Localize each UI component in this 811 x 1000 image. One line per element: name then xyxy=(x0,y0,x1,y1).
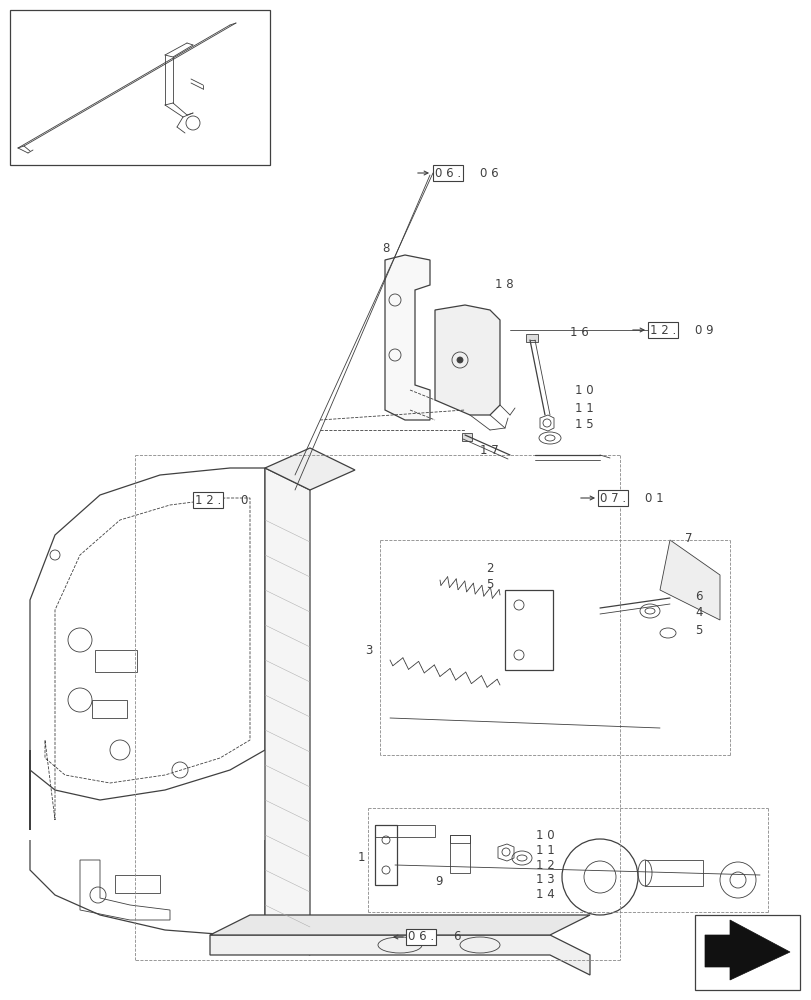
Text: 1 2 .: 1 2 . xyxy=(195,493,221,506)
Text: 1 1: 1 1 xyxy=(535,844,554,857)
Polygon shape xyxy=(384,255,430,420)
Bar xyxy=(375,825,435,837)
Bar xyxy=(449,835,470,873)
Bar xyxy=(644,860,702,886)
Text: 1 3: 1 3 xyxy=(535,874,554,886)
Text: 1 4: 1 4 xyxy=(535,888,554,901)
Bar xyxy=(694,915,799,990)
Text: 1 1: 1 1 xyxy=(574,401,593,414)
Text: 3: 3 xyxy=(365,644,372,656)
Text: 1 6: 1 6 xyxy=(569,326,588,340)
Text: 0 6 .: 0 6 . xyxy=(407,930,434,943)
Bar xyxy=(92,700,127,718)
Bar xyxy=(115,875,160,893)
Text: 1 5: 1 5 xyxy=(574,418,593,432)
Polygon shape xyxy=(704,920,789,980)
Bar xyxy=(375,825,397,885)
Polygon shape xyxy=(264,448,354,490)
Text: 8: 8 xyxy=(381,241,389,254)
Text: 7: 7 xyxy=(684,532,692,544)
Text: 1 7: 1 7 xyxy=(479,444,498,456)
Text: 4: 4 xyxy=(694,606,702,619)
Circle shape xyxy=(457,357,462,363)
Bar xyxy=(10,10,270,165)
Text: 0 6: 0 6 xyxy=(479,167,498,180)
Text: 0 1: 0 1 xyxy=(644,491,663,504)
Bar xyxy=(95,650,137,672)
Text: 5: 5 xyxy=(694,624,702,637)
Text: 9: 9 xyxy=(435,876,442,888)
Polygon shape xyxy=(435,305,500,415)
Text: 0 6 .: 0 6 . xyxy=(435,167,461,180)
Text: 1: 1 xyxy=(358,851,365,864)
Bar xyxy=(526,334,538,342)
Polygon shape xyxy=(210,915,590,935)
Polygon shape xyxy=(264,468,310,955)
Text: 1 0: 1 0 xyxy=(535,829,554,842)
Text: 1 2: 1 2 xyxy=(535,859,554,872)
Polygon shape xyxy=(210,935,590,975)
Text: 1 0: 1 0 xyxy=(574,383,593,396)
Text: 1 8: 1 8 xyxy=(495,278,513,292)
Text: 6: 6 xyxy=(694,589,702,602)
Text: 0 9: 0 9 xyxy=(694,324,713,336)
Bar xyxy=(461,433,471,441)
Text: 0 7 .: 0 7 . xyxy=(599,491,625,504)
Text: 2: 2 xyxy=(486,562,493,574)
Text: 6: 6 xyxy=(453,930,460,943)
Text: 1 2 .: 1 2 . xyxy=(649,324,676,336)
Text: 0: 0 xyxy=(240,493,247,506)
Text: 5: 5 xyxy=(486,578,493,591)
Polygon shape xyxy=(659,540,719,620)
Bar xyxy=(504,590,552,670)
Bar xyxy=(449,835,470,843)
